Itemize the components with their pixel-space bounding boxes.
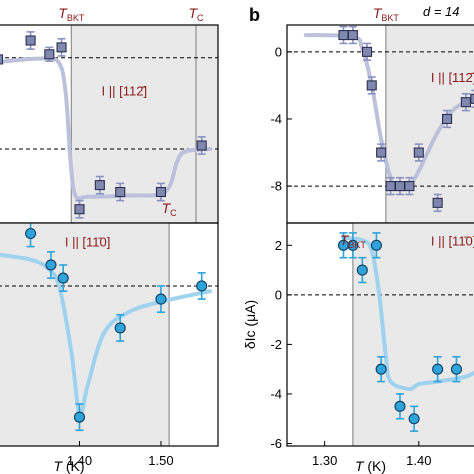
x-tick-label: 1.40 <box>67 453 92 468</box>
data-point <box>432 197 443 208</box>
data-point <box>196 280 208 292</box>
panel-label-b: b <box>249 5 260 25</box>
x-axis-label: T (K) <box>53 458 84 474</box>
data-point <box>74 204 85 215</box>
data-point <box>347 30 358 41</box>
panel-b-bottom: TBKT I || [11̄0] 2 0 -2 -4 -6 1.30 1.40 T (K) δIc … <box>242 222 474 474</box>
y-tick-label: 2 <box>275 238 282 253</box>
data-point <box>25 35 36 46</box>
x-tick-label: 1.40 <box>406 453 431 468</box>
annotation: TBKT <box>58 5 85 23</box>
y-tick-label: 0 <box>275 44 282 59</box>
shaded-region <box>0 223 170 446</box>
data-point <box>56 42 67 53</box>
data-point <box>0 54 4 65</box>
annotation: I || [11̄0] <box>431 233 474 248</box>
plot-area <box>287 25 474 223</box>
data-point <box>441 113 453 125</box>
data-point <box>385 181 396 192</box>
x-tick-label: 1.50 <box>148 453 173 468</box>
data-point <box>338 30 349 41</box>
data-point <box>73 411 86 423</box>
y-tick-label: -4 <box>270 111 282 126</box>
y-tick-label: -8 <box>270 179 282 194</box>
data-point <box>460 97 471 108</box>
panel-b-top: TBKT I || [112̄] 0 -4 -8 <box>270 5 474 224</box>
data-point <box>155 293 167 305</box>
plot-area <box>0 223 218 446</box>
data-point <box>375 363 387 375</box>
data-point <box>404 181 415 192</box>
annotation: TBKT <box>373 5 400 23</box>
data-point <box>45 259 57 271</box>
y-axis-label: δIc (μA) <box>242 300 258 349</box>
x-axis-label: T (K) <box>355 458 386 474</box>
axes-frame <box>0 222 219 447</box>
data-point <box>361 46 373 57</box>
panel-a-top: TBKT TC TC I || [112̄] <box>0 5 219 224</box>
data-point <box>408 413 420 425</box>
data-point <box>356 264 368 276</box>
panel-a-bottom: I || [11̄0] 1.40 1.50 T (K) <box>0 222 219 474</box>
data-point <box>347 239 359 251</box>
y-tick-label: -2 <box>270 337 282 352</box>
annotation: TC <box>162 200 178 218</box>
data-point <box>370 239 382 251</box>
annotation: I || [112̄] <box>431 70 474 85</box>
data-point <box>366 80 377 91</box>
plot-area <box>0 25 218 223</box>
y-tick-label: -6 <box>270 436 282 451</box>
annotation: I || [112̄] <box>102 84 148 99</box>
shaded-region <box>385 25 474 223</box>
annotation: TBKT <box>340 232 367 250</box>
data-point <box>196 140 207 151</box>
data-point <box>114 322 126 334</box>
annotation: TC <box>188 5 204 23</box>
data-point <box>413 147 424 158</box>
data-point <box>57 272 69 284</box>
data-point <box>394 181 406 192</box>
error-bar <box>471 89 474 109</box>
data-point <box>25 227 37 240</box>
data-point <box>44 49 55 60</box>
annotation: I || [11̄0] <box>65 235 111 250</box>
plot-area <box>287 223 474 446</box>
data-point <box>155 186 167 198</box>
fit-curve <box>0 56 212 201</box>
fit-curve <box>341 235 474 392</box>
y-tick-label: 0 <box>275 287 282 302</box>
data-point <box>376 147 387 158</box>
data-point <box>394 400 406 412</box>
axes-frame <box>286 222 474 447</box>
data-point <box>470 93 474 104</box>
data-point <box>115 186 126 198</box>
y-tick-label: -4 <box>270 386 282 401</box>
thickness-label: d = 14 <box>423 4 460 19</box>
data-point <box>450 363 463 375</box>
data-point <box>432 363 444 375</box>
x-tick-label: 1.30 <box>312 453 337 468</box>
data-point <box>94 180 105 191</box>
